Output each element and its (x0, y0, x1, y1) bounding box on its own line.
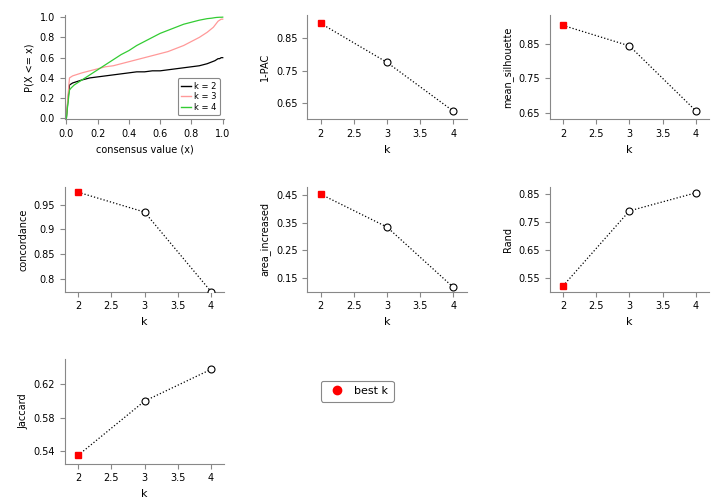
X-axis label: k: k (141, 489, 148, 499)
X-axis label: k: k (384, 317, 390, 327)
Y-axis label: mean_silhouette: mean_silhouette (502, 27, 513, 108)
Y-axis label: 1-PAC: 1-PAC (261, 53, 270, 82)
X-axis label: k: k (626, 145, 633, 155)
X-axis label: k: k (384, 145, 390, 155)
Y-axis label: area_increased: area_increased (259, 203, 270, 276)
Legend: best k: best k (321, 381, 394, 402)
Legend: k = 2, k = 3, k = 4: k = 2, k = 3, k = 4 (178, 78, 220, 115)
Y-axis label: Rand: Rand (503, 227, 513, 252)
X-axis label: k: k (626, 317, 633, 327)
X-axis label: consensus value (x): consensus value (x) (96, 145, 194, 155)
Y-axis label: Jaccard: Jaccard (18, 394, 28, 429)
Y-axis label: concordance: concordance (18, 208, 28, 271)
X-axis label: k: k (141, 317, 148, 327)
Y-axis label: P(X <= x): P(X <= x) (24, 43, 34, 92)
